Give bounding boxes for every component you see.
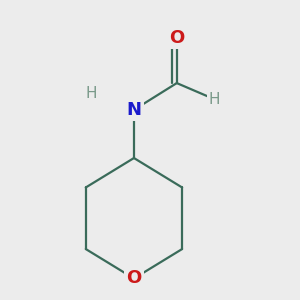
Text: H: H: [208, 92, 220, 106]
Text: H: H: [85, 86, 97, 101]
Text: O: O: [169, 28, 184, 46]
Text: N: N: [126, 101, 141, 119]
Text: O: O: [126, 269, 142, 287]
